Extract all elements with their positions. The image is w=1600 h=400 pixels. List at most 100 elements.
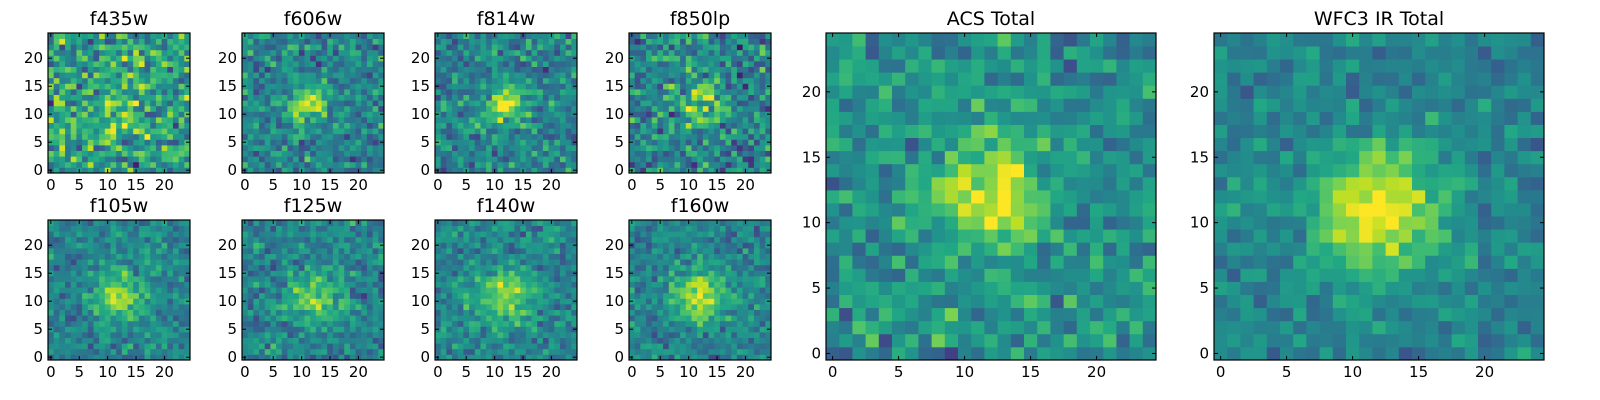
- heatmap-cell: [469, 264, 476, 271]
- heatmap-cell: [480, 139, 487, 146]
- heatmap-cell: [452, 220, 459, 226]
- heatmap-cell: [247, 38, 254, 45]
- heatmap-cell: [440, 167, 447, 174]
- heatmap-cell: [537, 55, 544, 62]
- heatmap-cell: [53, 276, 60, 282]
- heatmap-cell: [133, 133, 140, 140]
- heatmap-cell: [184, 225, 191, 232]
- heatmap-cell: [355, 49, 362, 56]
- heatmap-cell: [691, 281, 698, 288]
- heatmap-cell: [104, 111, 111, 118]
- heatmap-cell: [480, 326, 487, 333]
- heatmap-cell: [736, 33, 743, 39]
- heatmap-cell: [281, 320, 288, 327]
- heatmap-cell: [70, 89, 77, 95]
- heatmap-cell: [742, 44, 749, 51]
- heatmap-cell: [116, 55, 123, 62]
- heatmap-cell: [753, 315, 761, 322]
- heatmap-cell: [457, 320, 464, 327]
- heatmap-cell: [332, 259, 339, 266]
- heatmap-cell: [457, 253, 464, 260]
- heatmap-cell: [276, 270, 283, 277]
- x-tick-label: 0: [433, 176, 443, 194]
- heatmap-cell: [565, 122, 572, 129]
- heatmap-cell: [537, 242, 544, 249]
- heatmap-cell: [321, 304, 328, 310]
- heatmap-cell: [48, 77, 55, 84]
- heatmap-cell: [452, 100, 459, 107]
- heatmap-cell: [349, 156, 356, 163]
- heatmap-cell: [304, 264, 311, 271]
- heatmap-cell: [537, 253, 544, 260]
- heatmap-cell: [253, 337, 260, 344]
- heatmap-cell: [469, 145, 476, 151]
- heatmap-cell: [753, 276, 761, 282]
- heatmap-cell: [116, 105, 123, 112]
- heatmap-cell: [144, 304, 151, 310]
- x-tick-label: 15: [320, 176, 339, 194]
- heatmap-cell: [668, 66, 675, 73]
- heatmap-cell: [554, 231, 561, 238]
- heatmap-cell: [542, 49, 549, 56]
- heatmap-cell: [184, 72, 191, 79]
- heatmap-cell: [178, 128, 185, 135]
- heatmap-cell: [691, 156, 698, 163]
- heatmap-cell: [167, 253, 174, 260]
- heatmap-cell: [276, 337, 283, 344]
- heatmap-cell: [315, 44, 322, 51]
- heatmap-cell: [646, 66, 653, 73]
- heatmap-cell: [281, 128, 288, 135]
- heatmap-cell: [674, 133, 681, 140]
- heatmap-cell: [691, 117, 698, 123]
- heatmap-cell: [53, 161, 60, 168]
- heatmap-cell: [70, 105, 77, 112]
- heatmap-cell: [93, 343, 100, 350]
- heatmap-cell: [127, 100, 134, 107]
- heatmap-cell: [565, 128, 572, 135]
- heatmap-cell: [559, 77, 567, 84]
- heatmap-cell: [736, 309, 743, 316]
- heatmap-cell: [736, 298, 743, 305]
- heatmap-cell: [76, 72, 83, 79]
- heatmap-cell: [281, 111, 288, 118]
- heatmap-cell: [469, 33, 476, 39]
- heatmap-cell: [714, 343, 721, 350]
- heatmap-cell: [571, 281, 578, 288]
- heatmap-cell: [565, 139, 572, 146]
- heatmap-cell: [372, 72, 379, 79]
- heatmap-cell: [657, 270, 664, 277]
- x-tick-label: 5: [74, 176, 84, 194]
- heatmap-cell: [474, 309, 481, 316]
- heatmap-cell: [349, 309, 356, 316]
- heatmap-cell: [65, 105, 72, 112]
- heatmap-cell: [634, 128, 641, 135]
- heatmap-cell: [463, 236, 470, 243]
- heatmap-cell: [663, 354, 670, 361]
- heatmap-cell: [440, 343, 447, 350]
- heatmap-cell: [327, 225, 334, 232]
- heatmap-cell: [674, 276, 681, 282]
- heatmap-cell: [765, 89, 772, 95]
- heatmap-cell: [242, 348, 249, 355]
- heatmap-cell: [242, 77, 249, 84]
- heatmap-cell: [161, 231, 168, 238]
- heatmap-cell: [104, 44, 111, 51]
- heatmap-cell: [486, 343, 493, 350]
- heatmap-cell: [697, 55, 704, 62]
- heatmap-cell: [469, 292, 476, 299]
- heatmap-cell: [82, 276, 89, 282]
- heatmap-cell: [281, 231, 288, 238]
- heatmap-cell: [121, 139, 128, 146]
- heatmap-cell: [264, 304, 271, 310]
- heatmap-cell: [298, 55, 305, 62]
- heatmap-cell: [281, 270, 288, 277]
- heatmap-cell: [554, 236, 561, 243]
- heatmap-cell: [702, 72, 709, 79]
- heatmap-cell: [104, 72, 111, 79]
- heatmap-cell: [554, 354, 561, 361]
- heatmap-cell: [497, 161, 504, 168]
- heatmap-cell: [247, 337, 254, 344]
- heatmap-cell: [366, 276, 374, 282]
